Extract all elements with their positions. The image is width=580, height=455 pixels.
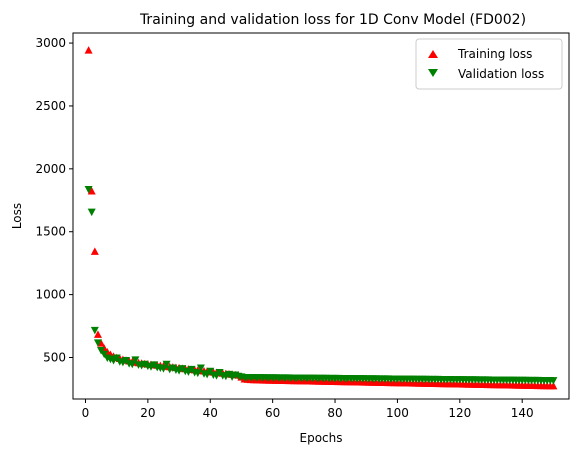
training-loss-point <box>90 247 99 255</box>
validation-loss-series <box>84 185 558 385</box>
y-axis-label: Loss <box>10 203 24 229</box>
validation-loss-point <box>206 367 215 376</box>
legend-validation-marker <box>428 69 438 77</box>
validation-loss-point <box>140 360 149 369</box>
validation-loss-point <box>168 364 177 373</box>
validation-loss-point <box>97 346 106 355</box>
x-axis-label: Epochs <box>300 431 343 445</box>
x-tick-label: 60 <box>265 406 280 420</box>
x-tick-label: 20 <box>140 406 155 420</box>
validation-loss-point <box>162 360 171 369</box>
validation-loss-point <box>100 350 109 359</box>
training-loss-point <box>87 186 96 195</box>
training-loss-series <box>84 46 558 390</box>
x-tick-label: 120 <box>448 406 471 420</box>
x-tick-label: 80 <box>327 406 342 420</box>
validation-loss-point <box>112 354 121 362</box>
validation-loss-point <box>90 326 99 335</box>
training-loss-point <box>84 46 93 54</box>
chart-title: Training and validation loss for 1D Conv… <box>139 12 526 28</box>
validation-loss-point <box>93 339 102 347</box>
validation-loss-point <box>84 185 93 194</box>
y-tick-label: 1500 <box>35 225 66 239</box>
validation-loss-point <box>193 369 202 378</box>
legend-training-marker <box>428 50 438 58</box>
y-tick-label: 500 <box>43 350 66 364</box>
legend-box <box>415 38 563 90</box>
plot-frame <box>72 32 570 400</box>
x-tick-label: 100 <box>386 406 409 420</box>
x-tick-label: 0 <box>82 406 90 420</box>
training-loss-point <box>549 381 558 390</box>
x-tick-label: 40 <box>203 406 218 420</box>
x-tick-label: 140 <box>511 406 534 420</box>
validation-loss-point <box>159 365 168 373</box>
validation-loss-point <box>87 208 96 217</box>
validation-loss-point <box>128 360 137 369</box>
y-tick-label: 2000 <box>35 162 66 176</box>
y-tick-label: 1000 <box>35 288 66 302</box>
y-tick-label: 3000 <box>35 36 66 50</box>
validation-loss-point <box>131 356 140 364</box>
plot-area <box>84 46 558 390</box>
legend: Training loss Validation loss <box>415 38 563 90</box>
x-axis: 0 20 40 60 80 100 120 140 <box>82 399 534 420</box>
validation-loss-point <box>549 377 558 385</box>
training-loss-point <box>93 330 102 338</box>
y-tick-label: 2500 <box>35 99 66 113</box>
y-axis: 500 1000 1500 2000 2500 3000 <box>35 36 73 364</box>
legend-training-label: Training loss <box>457 47 532 61</box>
legend-validation-label: Validation loss <box>458 67 544 81</box>
validation-loss-point <box>196 364 205 373</box>
